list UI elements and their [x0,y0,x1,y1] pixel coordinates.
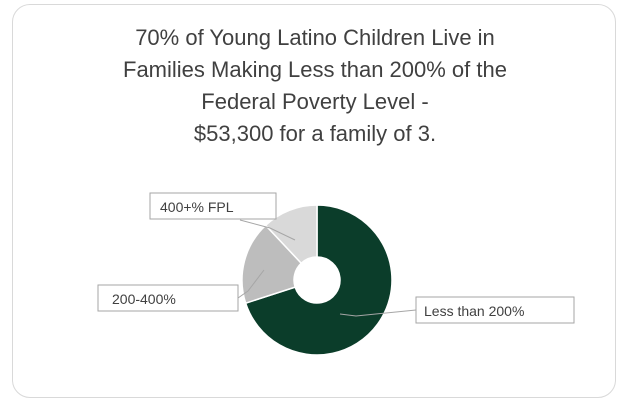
label-400-fpl: 400+% FPL [160,199,234,215]
leader-line-400-fpl [239,219,296,241]
chart-title-line-3: Federal Poverty Level - [201,89,429,114]
slice-200-400 [241,224,303,305]
label-box-less-than-200 [415,296,575,324]
slice-less-than-200 [244,204,393,356]
chart-title-line-4: $53,300 for a family of 3. [193,121,437,146]
label-box-400-fpl [149,192,277,220]
slice-400-fpl [264,204,318,265]
chart-title-line-2: Families Making Less than 200% of the [123,57,507,82]
leader-line-less-than-200 [339,309,417,317]
chart-title-line-1: 70% of Young Latino Children Live in [135,25,495,50]
chart-title: 70% of Young Latino Children Live in Fam… [0,22,630,150]
label-less-than-200: Less than 200% [424,303,524,319]
leader-line-200-400 [237,269,265,299]
label-box-200-400 [97,284,239,312]
slice-group [241,204,393,356]
label-200-400: 200-400% [112,291,176,307]
